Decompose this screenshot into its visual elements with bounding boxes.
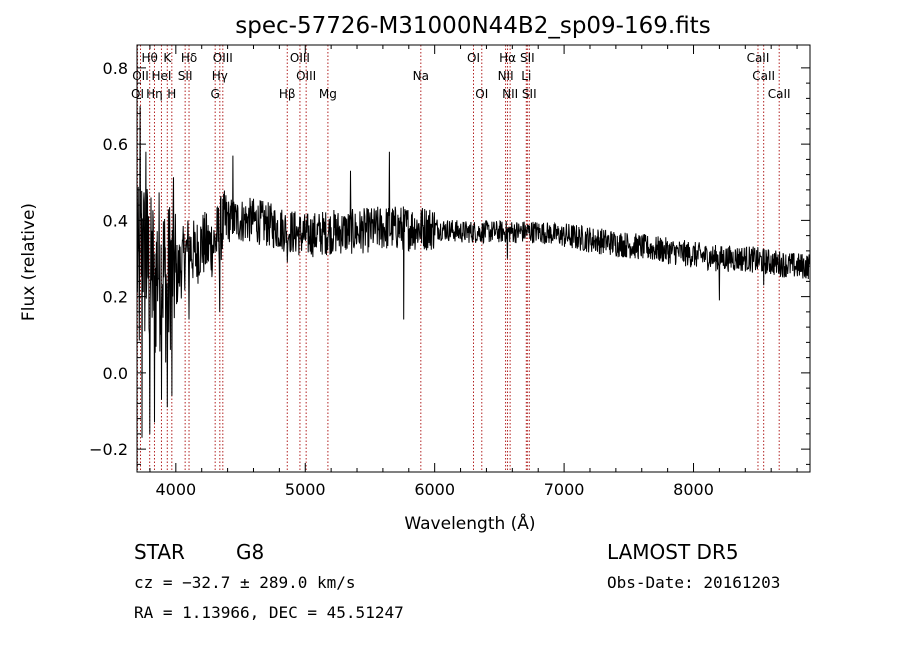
y-tick-label: 0.0 bbox=[103, 364, 128, 383]
x-tick-label: 8000 bbox=[673, 480, 714, 499]
x-tick-label: 5000 bbox=[285, 480, 326, 499]
x-tick-label: 4000 bbox=[155, 480, 196, 499]
line-label: Hα bbox=[499, 51, 516, 65]
y-tick-label: 0.8 bbox=[103, 59, 128, 78]
line-label: HeI bbox=[151, 69, 171, 83]
x-tick-label: 7000 bbox=[544, 480, 585, 499]
survey-name: LAMOST DR5 bbox=[607, 540, 739, 564]
coordinates: RA = 1.13966, DEC = 45.51247 bbox=[134, 603, 404, 622]
redshift-velocity: cz = −32.7 ± 289.0 km/s bbox=[134, 573, 356, 592]
y-tick-label: 0.2 bbox=[103, 288, 128, 307]
y-axis-label: Flux (relative) bbox=[19, 203, 39, 321]
line-label: OI bbox=[475, 87, 488, 101]
chart-title: spec-57726-M31000N44B2_sp09-169.fits bbox=[235, 13, 710, 39]
line-label: Li bbox=[521, 69, 531, 83]
y-tick-label: 0.4 bbox=[103, 211, 128, 230]
y-tick-label: 0.6 bbox=[103, 135, 128, 154]
y-tick-label: −0.2 bbox=[89, 440, 128, 459]
line-label: OIII bbox=[290, 51, 310, 65]
plot-frame bbox=[136, 44, 811, 473]
line-label: Na bbox=[413, 69, 429, 83]
line-label: SII bbox=[520, 51, 535, 65]
line-label: OIII bbox=[296, 69, 316, 83]
line-label: CaII bbox=[747, 51, 770, 65]
line-label: OII bbox=[132, 69, 149, 83]
line-label: Hγ bbox=[212, 69, 228, 83]
observation-date: Obs-Date: 20161203 bbox=[607, 573, 781, 592]
x-tick-label: 6000 bbox=[414, 480, 455, 499]
line-label: Mg bbox=[319, 87, 337, 101]
spectral-line-labels: Hθ K Hδ OIII OIII OI Hα SII CaII OII HeI SII Hγ OIII N… bbox=[131, 51, 791, 101]
line-label: SII bbox=[522, 87, 537, 101]
line-label: CaII bbox=[752, 69, 775, 83]
spectrum-line bbox=[136, 105, 811, 438]
x-axis-ticks: 4000 5000 6000 7000 8000 bbox=[149, 45, 798, 499]
line-label: Hθ bbox=[141, 51, 157, 65]
line-label: H bbox=[167, 87, 176, 101]
line-label: CaII bbox=[768, 87, 791, 101]
line-label: NII bbox=[502, 87, 518, 101]
line-label: Hδ bbox=[181, 51, 197, 65]
subclass: G8 bbox=[236, 540, 265, 564]
line-label: OIII bbox=[213, 51, 233, 65]
y-axis-ticks: −0.2 0.0 0.2 0.4 0.6 0.8 bbox=[89, 59, 810, 465]
line-label: K bbox=[163, 51, 172, 65]
x-axis-label: Wavelength (Å) bbox=[404, 512, 535, 534]
line-label: OI bbox=[131, 87, 144, 101]
line-label: G bbox=[211, 87, 220, 101]
object-class: STAR bbox=[134, 540, 185, 564]
line-label: Hη bbox=[146, 87, 163, 101]
line-label: NII bbox=[498, 69, 514, 83]
line-label: OI bbox=[467, 51, 480, 65]
line-label: SII bbox=[178, 69, 193, 83]
line-label: Hβ bbox=[279, 87, 296, 101]
